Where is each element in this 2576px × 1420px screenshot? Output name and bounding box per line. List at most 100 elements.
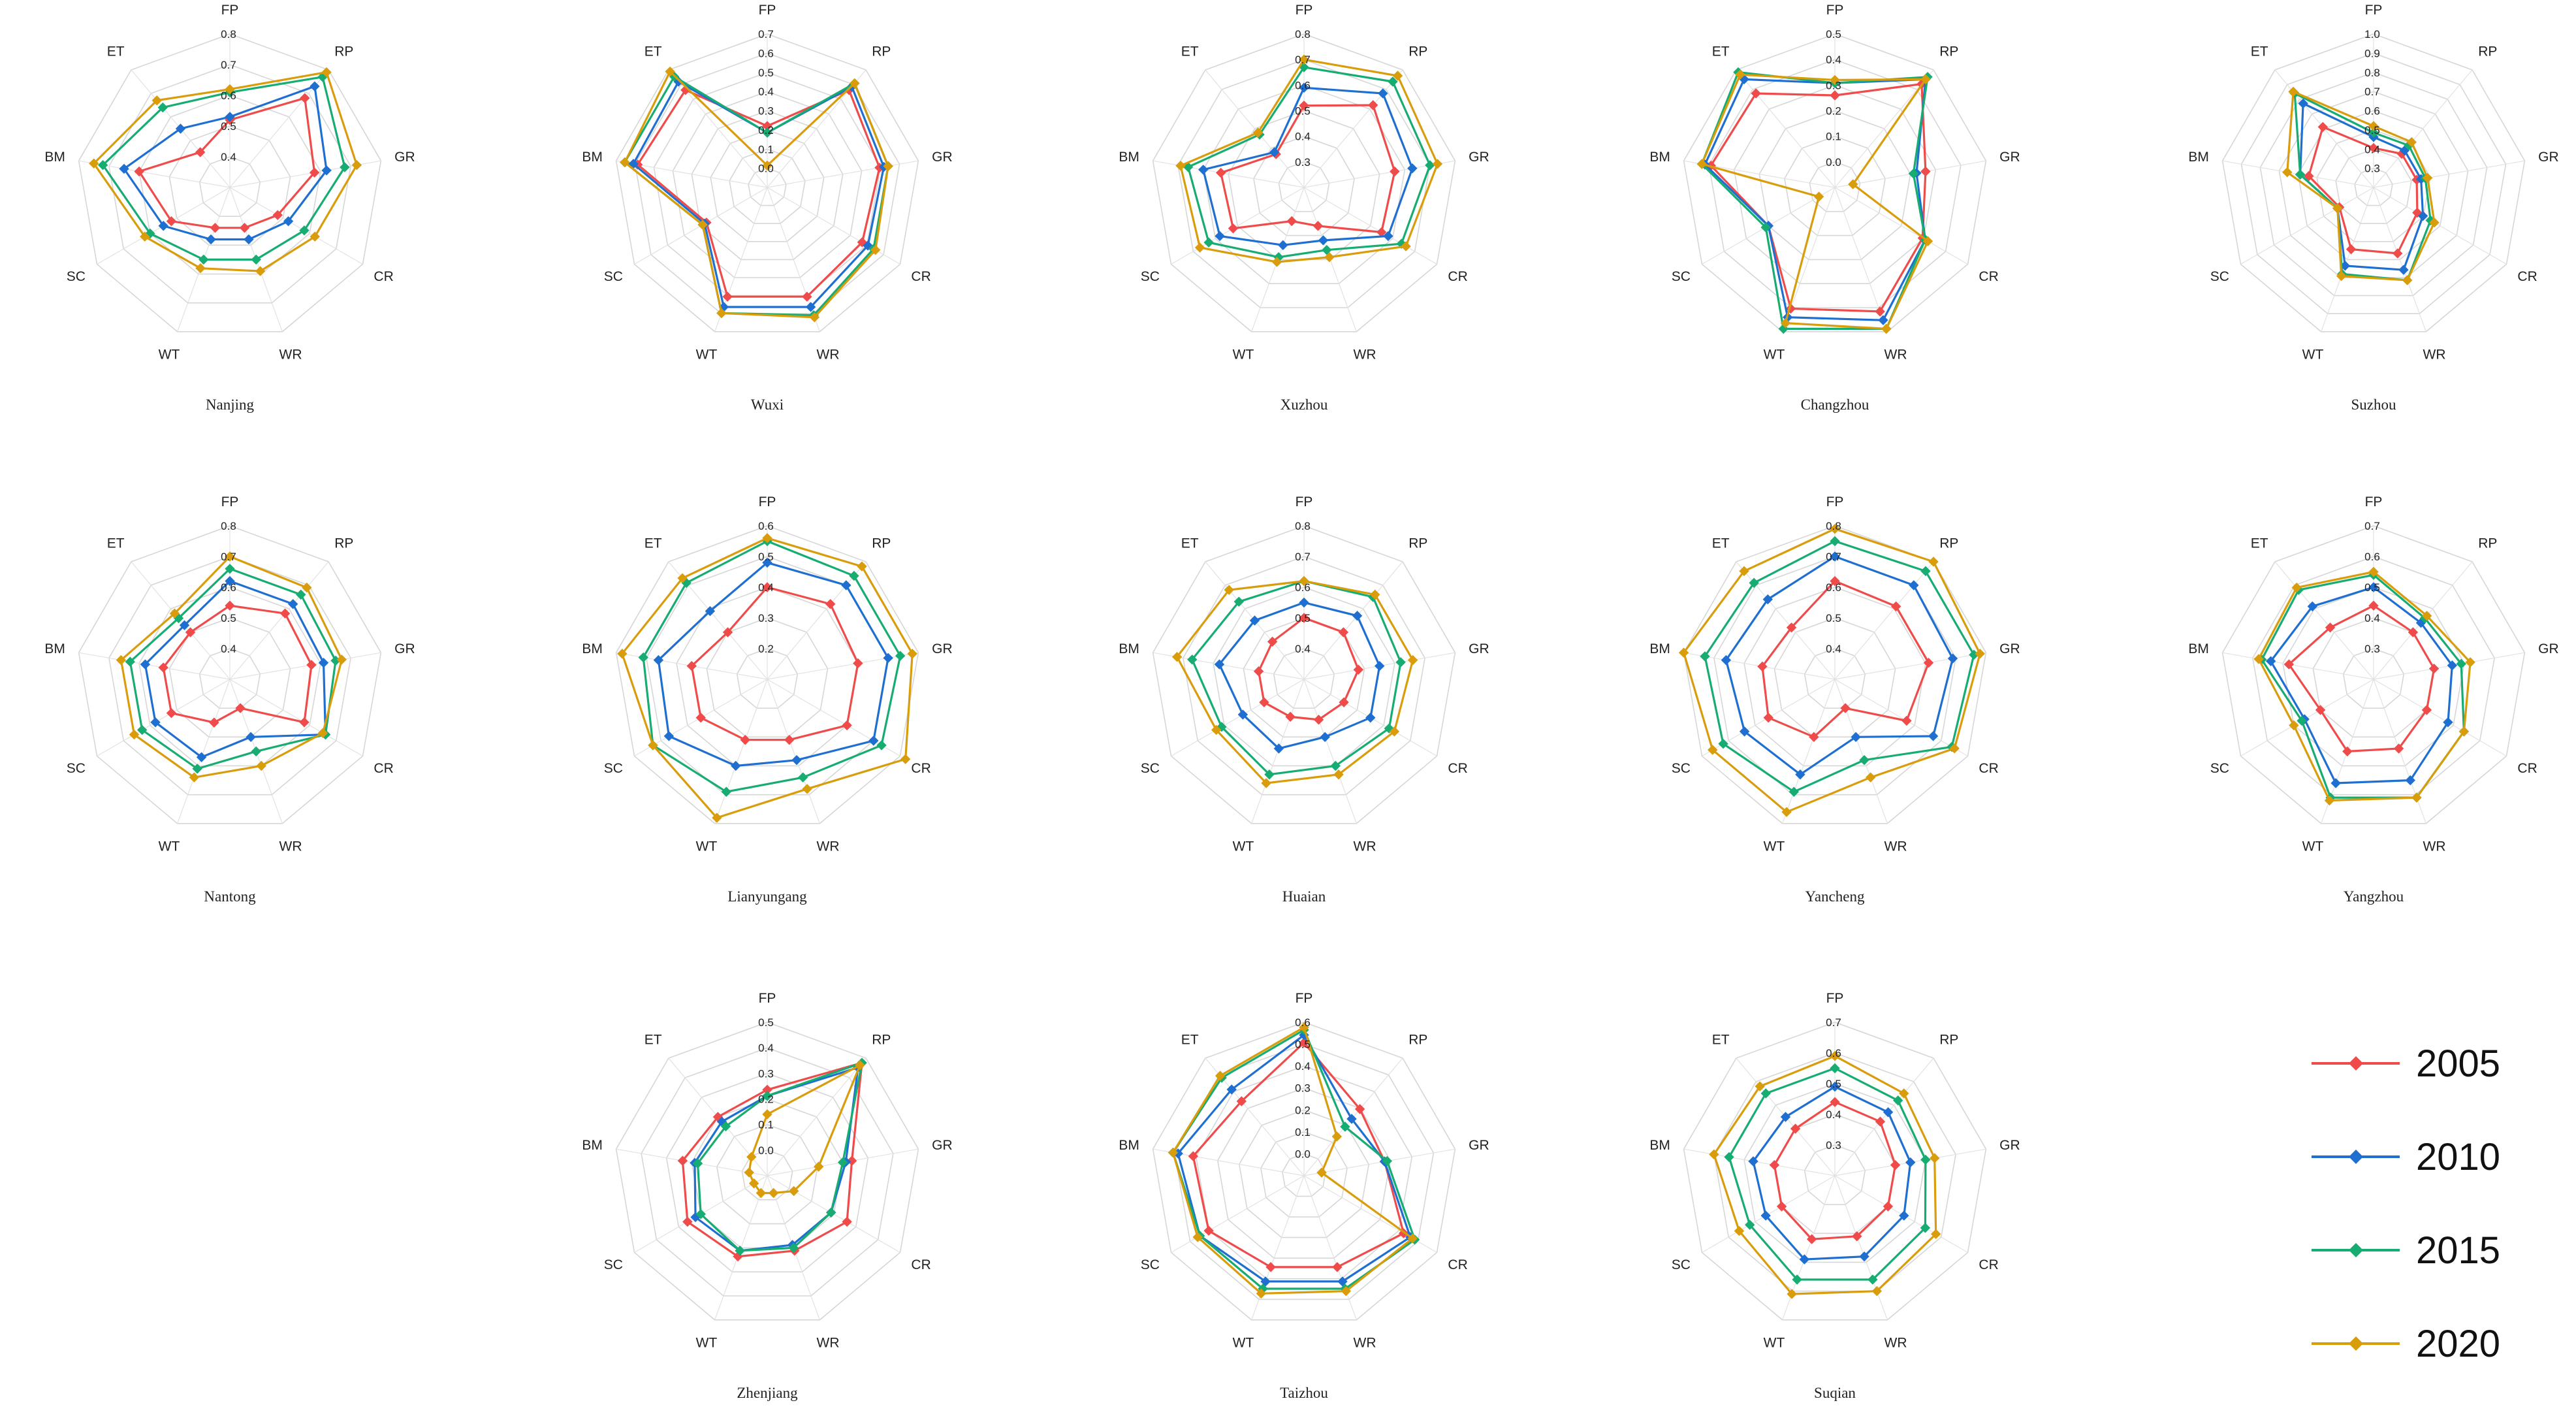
data-point-2020-WR	[802, 784, 812, 794]
data-point-2020-BM	[1168, 1147, 1179, 1158]
data-point-2005-BM	[1188, 1151, 1198, 1161]
axis-label-gr: GR	[1999, 150, 2020, 165]
data-point-2010-BM	[119, 163, 129, 174]
data-point-2005-WR	[802, 291, 812, 302]
data-point-2010-SC	[158, 221, 168, 231]
tick-label: 0.4	[758, 1042, 774, 1054]
radar-chart-xuzhou: 0.3 0.4 0.5 0.6 0.7 0.8 FP RP GR CR WR WT SC BM ET Xuzh…	[1119, 3, 1489, 413]
chart-title: Wuxi	[751, 396, 784, 413]
grid-ring	[729, 148, 806, 225]
data-point-2005-GR	[853, 658, 863, 669]
axis-spoke	[177, 679, 231, 824]
data-point-2020-SC	[2332, 203, 2343, 214]
series-line-2015	[1700, 71, 1929, 330]
data-point-2010-WR	[1318, 235, 1329, 246]
data-point-2010-SC	[1215, 231, 1225, 242]
data-point-2010-WR	[1337, 1276, 1348, 1287]
data-point-2010-WR	[2405, 775, 2415, 786]
axis-label-fp: FP	[759, 3, 776, 18]
data-point-2010-RP	[310, 81, 320, 91]
data-point-2010-CR	[868, 735, 879, 746]
tick-label: 0.3	[1826, 79, 1841, 91]
data-point-2015-RP	[296, 589, 306, 600]
grid-ring	[168, 617, 291, 738]
axis-label-bm: BM	[582, 1138, 603, 1153]
grid-ring	[615, 525, 919, 824]
data-point-2010-GR	[1905, 1157, 1916, 1168]
axis-label-gr: GR	[932, 150, 953, 165]
axis-label-rp: RP	[2478, 536, 2497, 551]
axis-spoke	[1171, 187, 1305, 265]
data-point-2020-GR	[2422, 172, 2433, 184]
data-point-2015-BM	[2295, 169, 2306, 180]
tick-label: 0.3	[758, 612, 774, 624]
series-line-2020	[1179, 58, 1439, 263]
axis-label-wr: WR	[2423, 839, 2446, 854]
axis-spoke	[1834, 561, 1934, 680]
data-point-2020-WT	[1271, 257, 1282, 267]
data-point-2015-SC	[1203, 237, 1214, 248]
data-point-2020-RP	[2406, 137, 2417, 148]
axis-spoke	[2321, 187, 2374, 332]
data-point-2015-FP	[2368, 127, 2379, 138]
series-line-2015	[2293, 91, 2432, 282]
data-point-2005-WR	[2393, 248, 2403, 259]
axis-label-sc: SC	[1672, 761, 1691, 776]
data-point-2015-GR	[1920, 1154, 1931, 1165]
tick-label: 0.1	[1826, 131, 1841, 143]
data-point-2020-BM	[1709, 1149, 1719, 1160]
data-point-2005-GR	[309, 167, 320, 178]
data-point-2015-RP	[1340, 1121, 1350, 1132]
data-point-2005-ET	[1267, 636, 1278, 647]
data-point-2015-RP	[849, 570, 859, 581]
axis-label-gr: GR	[932, 1138, 953, 1153]
tick-label: 0.4	[221, 643, 236, 655]
series-line-2015	[696, 1061, 864, 1252]
series-line-2020	[92, 71, 358, 272]
tick-label: 0.6	[758, 520, 774, 532]
data-point-2020-BM	[620, 157, 630, 168]
data-point-2020-CR	[1922, 236, 1933, 246]
data-point-2015-CR	[1920, 1223, 1931, 1233]
data-point-2015-GR	[1908, 169, 1919, 179]
axis-label-fp: FP	[1296, 991, 1313, 1006]
tick-label: 0.6	[2364, 551, 2380, 563]
data-point-2005-WR	[1852, 1231, 1862, 1242]
tick-label: 0.1	[1295, 1126, 1311, 1138]
grid-ring	[716, 1123, 818, 1225]
data-point-2010-ET	[1762, 594, 1773, 605]
data-point-2015-RP	[1892, 1095, 1903, 1106]
tick-label: 0.4	[1295, 131, 1311, 143]
data-point-2015-WR	[251, 254, 261, 265]
axis-label-rp: RP	[334, 536, 353, 551]
data-point-2010-BM	[1198, 165, 1209, 175]
radar-chart-yangzhou: 0.3 0.4 0.5 0.6 0.7 FP RP GR CR WR WT SC BM ET Yangzho…	[2188, 494, 2558, 905]
data-point-2015-WR	[1859, 754, 1869, 766]
data-point-2020-WR	[1324, 252, 1335, 263]
axis-spoke	[2373, 679, 2507, 757]
axis-label-cr: CR	[1979, 761, 1998, 776]
tick-label: 0.0	[1295, 1148, 1311, 1160]
data-point-2010-WR	[244, 234, 254, 245]
data-point-2015-FP	[225, 564, 235, 574]
data-point-2015-FP	[1830, 1063, 1840, 1074]
data-point-2010-RP	[841, 580, 851, 590]
tick-label: 0.0	[758, 1144, 774, 1157]
data-point-2005-BM	[134, 166, 144, 177]
data-point-2015-SC	[136, 724, 148, 735]
axis-label-wt: WT	[696, 347, 718, 363]
grid-ring	[1708, 59, 1962, 308]
data-point-2020-SC	[1192, 1232, 1203, 1242]
axis-label-rp: RP	[1408, 536, 1427, 551]
grid-ring	[1683, 33, 1987, 332]
data-point-2020-BM	[89, 158, 99, 169]
axis-label-cr: CR	[911, 761, 930, 776]
data-point-2015-GR	[838, 1157, 848, 1168]
grid-ring	[1278, 161, 1330, 212]
data-point-2005-WR	[1312, 221, 1324, 231]
axis-label-wt: WT	[1764, 839, 1785, 854]
data-point-2020-FP	[762, 533, 772, 543]
tick-label: 0.1	[758, 1119, 774, 1131]
grid-ring	[748, 167, 787, 206]
data-point-2020-CR	[2429, 218, 2440, 228]
